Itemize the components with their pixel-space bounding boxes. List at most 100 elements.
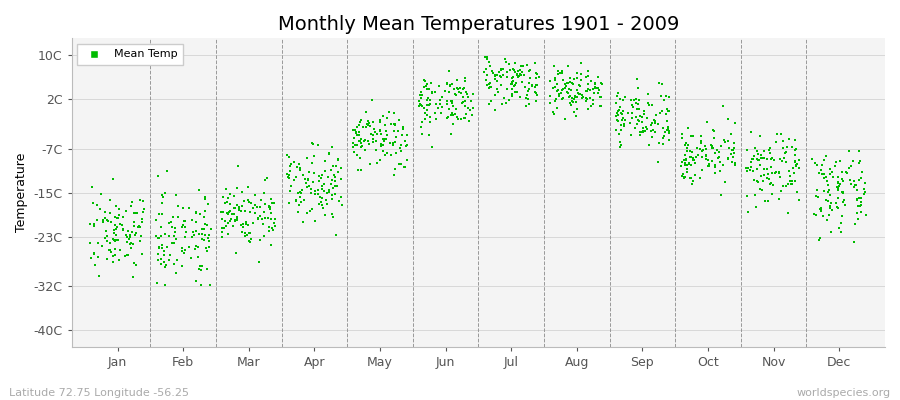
Point <box>166 260 181 267</box>
Point <box>747 176 761 183</box>
Point <box>232 205 247 212</box>
Point <box>768 170 782 176</box>
Point <box>326 185 340 192</box>
Point <box>441 114 455 120</box>
Point <box>683 154 698 160</box>
Point <box>841 170 855 176</box>
Point <box>394 142 409 148</box>
Point <box>505 91 519 98</box>
Point <box>644 128 658 134</box>
Point <box>303 186 318 193</box>
Point <box>845 157 859 164</box>
Point <box>463 118 477 124</box>
Point <box>569 99 583 106</box>
Point <box>499 100 513 106</box>
Point <box>811 194 825 200</box>
Point <box>436 104 450 110</box>
Point <box>215 234 230 240</box>
Point <box>547 98 562 104</box>
Point <box>111 237 125 243</box>
Point <box>823 170 837 177</box>
Point <box>746 153 760 160</box>
Point <box>454 100 469 106</box>
Point <box>748 145 762 151</box>
Point <box>488 72 502 78</box>
Point <box>282 172 296 178</box>
Point <box>346 135 361 142</box>
Point <box>631 117 645 123</box>
Point <box>568 94 582 100</box>
Point <box>629 100 643 107</box>
Point <box>296 218 310 225</box>
Point <box>757 155 771 161</box>
Point <box>511 68 526 74</box>
Point <box>434 110 448 116</box>
Point <box>300 210 314 216</box>
Point <box>196 236 211 243</box>
Point <box>823 166 837 172</box>
Point <box>762 150 777 156</box>
Point <box>399 143 413 150</box>
Point <box>782 136 796 142</box>
Point <box>492 69 507 76</box>
Point <box>772 196 787 202</box>
Point <box>443 83 457 89</box>
Point <box>824 229 838 236</box>
Point <box>307 152 321 159</box>
Point <box>808 193 823 200</box>
Point <box>197 220 211 227</box>
Point <box>816 188 831 195</box>
Point <box>591 90 606 96</box>
Point <box>693 175 707 181</box>
Point <box>352 138 366 144</box>
Point <box>727 140 742 146</box>
Point <box>230 184 244 191</box>
Point <box>835 199 850 206</box>
Point <box>135 251 149 258</box>
Point <box>847 184 861 190</box>
Point <box>509 89 524 95</box>
Point <box>780 210 795 216</box>
Point <box>458 98 473 104</box>
Point <box>423 119 437 126</box>
Point <box>680 162 694 168</box>
Point <box>115 226 130 232</box>
Point <box>447 111 462 117</box>
Point <box>645 120 660 126</box>
Point <box>238 230 252 236</box>
Point <box>757 148 771 154</box>
Point <box>640 126 654 132</box>
Point <box>239 232 254 238</box>
Point <box>441 106 455 112</box>
Point <box>327 172 341 178</box>
Point <box>238 220 253 227</box>
Point <box>325 192 339 198</box>
Point <box>320 174 335 180</box>
Point <box>254 197 268 204</box>
Point <box>363 122 377 129</box>
Point <box>151 235 166 241</box>
Point <box>785 180 799 187</box>
Point <box>675 135 689 141</box>
Point <box>177 234 192 240</box>
Point <box>167 229 182 236</box>
Point <box>352 129 366 136</box>
Point <box>347 149 362 155</box>
Point <box>133 238 148 244</box>
Point <box>823 203 837 210</box>
Point <box>322 189 337 195</box>
Point <box>352 138 366 144</box>
Point <box>302 176 316 182</box>
Point <box>819 153 833 160</box>
Point <box>608 100 623 106</box>
Point <box>367 126 382 132</box>
Point <box>754 152 769 158</box>
Point <box>111 215 125 221</box>
Point <box>831 179 845 186</box>
Point <box>522 80 536 86</box>
Point <box>543 99 557 106</box>
Point <box>831 174 845 180</box>
Point <box>152 211 166 218</box>
Point <box>182 243 196 250</box>
Point <box>311 191 326 197</box>
